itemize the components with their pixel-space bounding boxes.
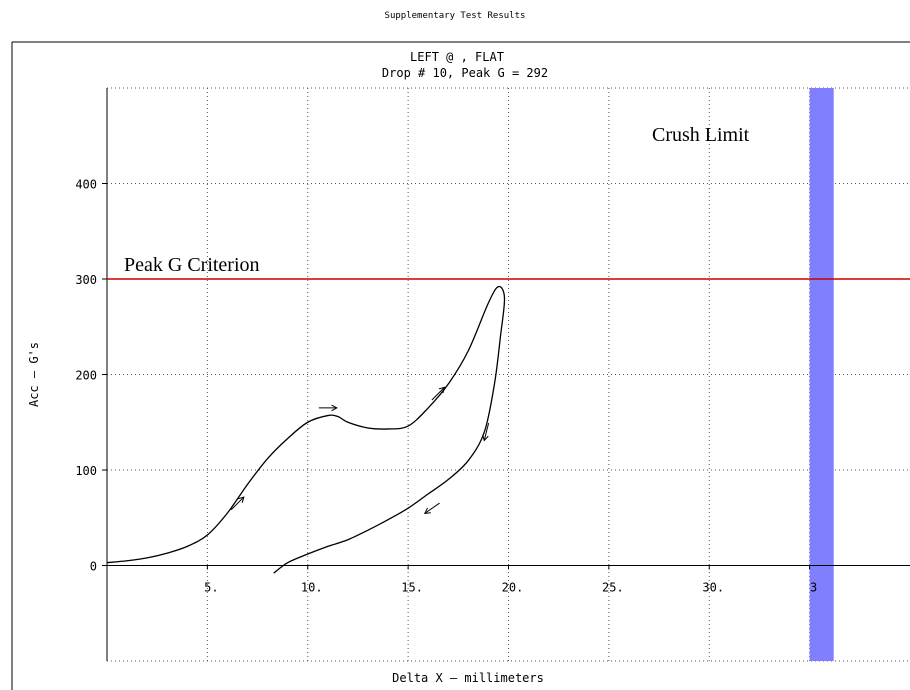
x-tick-label: 15.	[401, 581, 423, 595]
y-axis-label: Acc – G's	[27, 342, 41, 407]
crush-limit-label: Crush Limit	[652, 124, 750, 146]
crush-limit-band	[809, 88, 834, 661]
x-tick-label: 5.	[204, 581, 218, 595]
direction-arrow	[431, 386, 446, 401]
x-axis-label: Delta X – millimeters	[392, 671, 544, 685]
y-tick-label: 400	[75, 178, 97, 192]
chart-title: LEFT @ , FLAT	[410, 50, 504, 64]
direction-arrow	[230, 496, 245, 511]
y-tick-label: 300	[75, 273, 97, 287]
direction-arrow-shaft	[230, 496, 245, 511]
peak-g-criterion-label: Peak G Criterion	[124, 254, 260, 276]
x-tick-label: 10.	[301, 581, 323, 595]
direction-arrow-head	[482, 434, 489, 442]
direction-arrow	[318, 404, 338, 412]
direction-arrows	[230, 386, 490, 514]
x-tick-label: 20.	[502, 581, 524, 595]
chart-frame	[11, 41, 910, 690]
x-tick-label: 25.	[602, 581, 624, 595]
chart-subtitle: Drop # 10, Peak G = 292	[382, 66, 548, 80]
y-tick-label: 100	[75, 464, 97, 478]
direction-arrow	[482, 422, 490, 442]
crush-limit-band-layer	[809, 88, 834, 661]
x-tick-label: 3	[810, 581, 817, 595]
grid-lines	[107, 87, 910, 662]
page-title: Supplementary Test Results	[385, 11, 526, 21]
tick-labels: 5. 10. 15. 20. 25. 30. 3 0 100 200 300 400	[75, 178, 817, 595]
direction-arrow-head	[237, 496, 245, 503]
y-tick-label: 200	[75, 369, 97, 383]
direction-arrow-shaft	[431, 386, 445, 401]
direction-arrow-shaft	[424, 502, 440, 514]
direction-arrow	[423, 502, 440, 514]
direction-arrow-head	[331, 404, 338, 412]
series-layer	[106, 285, 506, 574]
y-tick-label: 0	[90, 560, 97, 574]
x-tick-label: 30.	[702, 581, 724, 595]
direction-arrow-head	[423, 507, 431, 514]
direction-arrow-shaft	[483, 422, 490, 441]
series-line	[106, 285, 506, 574]
direction-arrow-head	[438, 386, 446, 394]
